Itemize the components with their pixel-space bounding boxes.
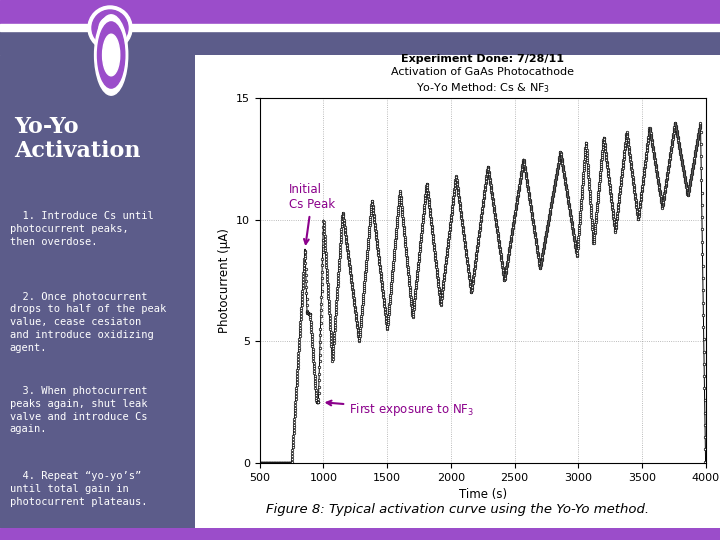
- Text: 2. Once photocurrent
drops to half of the peak
value, cease cesiaton
and introdu: 2. Once photocurrent drops to half of th…: [10, 292, 166, 353]
- Text: Yo-Yo
Activation: Yo-Yo Activation: [14, 117, 140, 162]
- Y-axis label: Photocurrent (µA): Photocurrent (µA): [217, 228, 230, 333]
- Text: 1. Introduce Cs until
photocurrent peaks,
then overdose.: 1. Introduce Cs until photocurrent peaks…: [10, 211, 153, 247]
- Circle shape: [92, 10, 128, 46]
- Text: 3. When photocurrent
peaks again, shut leak
valve and introduce Cs
again.: 3. When photocurrent peaks again, shut l…: [10, 386, 148, 435]
- Circle shape: [88, 6, 132, 50]
- Text: Experiment Done: 7/28/11: Experiment Done: 7/28/11: [401, 53, 564, 64]
- Text: 4. Repeat “yo-yo’s”
until total gain in
photocurrent plateaus.: 4. Repeat “yo-yo’s” until total gain in …: [10, 471, 148, 507]
- Text: Initial
Cs Peak: Initial Cs Peak: [289, 183, 336, 244]
- Bar: [0, 28, 720, 55]
- Circle shape: [94, 15, 127, 95]
- Circle shape: [99, 17, 121, 39]
- Circle shape: [97, 22, 125, 88]
- Text: First exposure to NF$_{3}$: First exposure to NF$_{3}$: [327, 401, 474, 418]
- Text: Activation of GaAs Photocathode
Yo-Yo Method: Cs & NF$_{3}$: Activation of GaAs Photocathode Yo-Yo Me…: [391, 67, 575, 94]
- Text: Figure 8: Typical activation curve using the Yo-Yo method.: Figure 8: Typical activation curve using…: [266, 503, 649, 516]
- X-axis label: Time (s): Time (s): [459, 488, 507, 501]
- Circle shape: [102, 34, 120, 76]
- Bar: [0, 0, 720, 28]
- Bar: [0, 24, 720, 31]
